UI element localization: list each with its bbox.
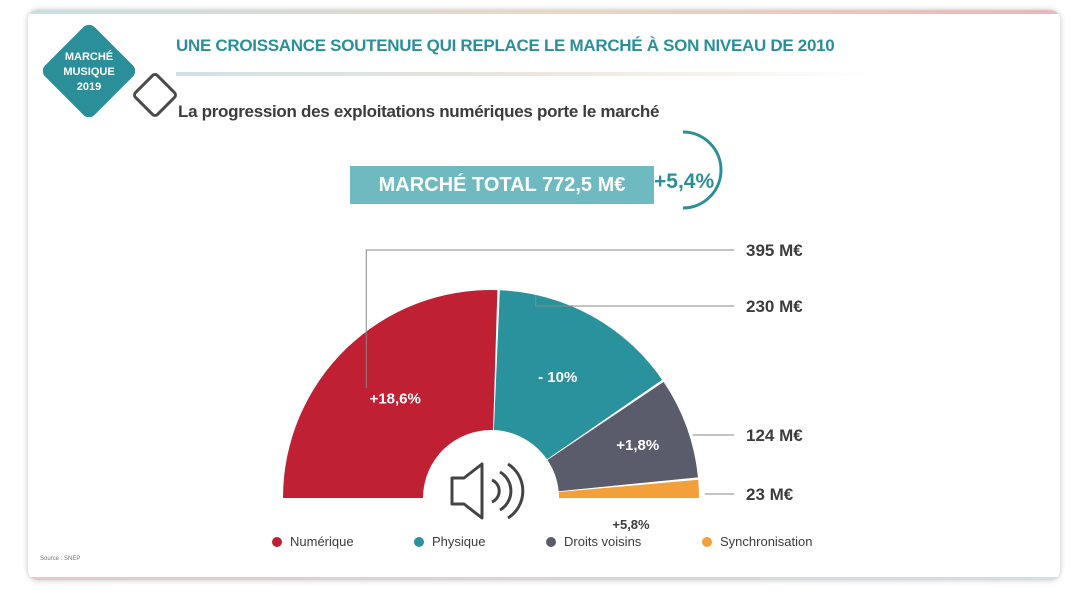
- value-label-numerique: 395 M€: [746, 241, 803, 260]
- leader-line-physique: [535, 294, 734, 307]
- legend-item-synchronisation: Synchronisation: [702, 534, 813, 549]
- slice-numerique: [283, 290, 498, 498]
- slice-synchronisation: [558, 479, 699, 498]
- growth-label-physique: - 10%: [538, 369, 577, 386]
- legend-dot-droits-voisins: [546, 536, 556, 547]
- legend-dot-synchronisation: [702, 536, 712, 547]
- half-donut-chart: 395 M€ 230 M€ 124 M€ 23 M€ +18,6% - 10% +1,8% +…: [283, 130, 804, 532]
- source-note: Source : SNEP: [40, 556, 81, 562]
- leader-line-numerique: [365, 249, 734, 388]
- value-label-synchronisation: 23 M€: [746, 485, 794, 504]
- market-growth: +5,4%: [654, 170, 715, 193]
- badge-line-1: MARCHÉ: [64, 51, 114, 63]
- infographic-card: MARCHÉ MUSIQUE 2019 UNE CROISSANCE SOUTE…: [28, 10, 1060, 580]
- bottom-accent-line: [28, 577, 1060, 580]
- growth-label-droits-voisins: +1,8%: [616, 437, 659, 454]
- legend-item-droits-voisins: Droits voisins: [546, 534, 641, 549]
- subtitle: La progression des exploitations numériq…: [178, 102, 660, 121]
- legend-label-numerique: Numérique: [290, 534, 354, 549]
- legend-label-droits-voisins: Droits voisins: [564, 534, 642, 549]
- legend-item-numerique: Numérique: [272, 534, 354, 549]
- badge-line-2: MUSIQUE: [63, 66, 115, 78]
- badge-text: MARCHÉ MUSIQUE 2019: [44, 50, 134, 95]
- headline-divider: [176, 72, 876, 76]
- chart-leader-lines: [365, 249, 734, 495]
- badge-line-3: 2019: [76, 81, 102, 93]
- top-accent-line: [28, 10, 1060, 14]
- legend-label-synchronisation: Synchronisation: [720, 534, 813, 549]
- legend-item-physique: Physique: [414, 534, 485, 549]
- marche-musique-badge: MARCHÉ MUSIQUE 2019: [39, 21, 180, 140]
- market-total-box: MARCHÉ TOTAL 772,5 M€: [350, 166, 654, 204]
- speaker-icon: [450, 462, 525, 520]
- chart-labels: 395 M€ 230 M€ 124 M€ 23 M€ +18,6% - 10% +1,8% +…: [370, 241, 804, 532]
- growth-label-synchronisation: +5,8%: [612, 517, 650, 532]
- legend-dot-physique: [414, 536, 424, 547]
- value-label-physique: 230 M€: [746, 297, 803, 316]
- growth-label-numerique: +18,6%: [370, 391, 421, 408]
- growth-arc: [682, 130, 723, 210]
- legend-dot-numerique: [272, 536, 282, 547]
- legend-label-physique: Physique: [432, 534, 486, 549]
- slice-droits-voisins: [547, 381, 698, 492]
- slice-physique: [493, 290, 663, 460]
- headline: UNE CROISSANCE SOUTENUE QUI REPLACE LE M…: [176, 36, 835, 55]
- chart-slices: [283, 290, 699, 498]
- value-label-droits-voisins: 124 M€: [746, 426, 803, 445]
